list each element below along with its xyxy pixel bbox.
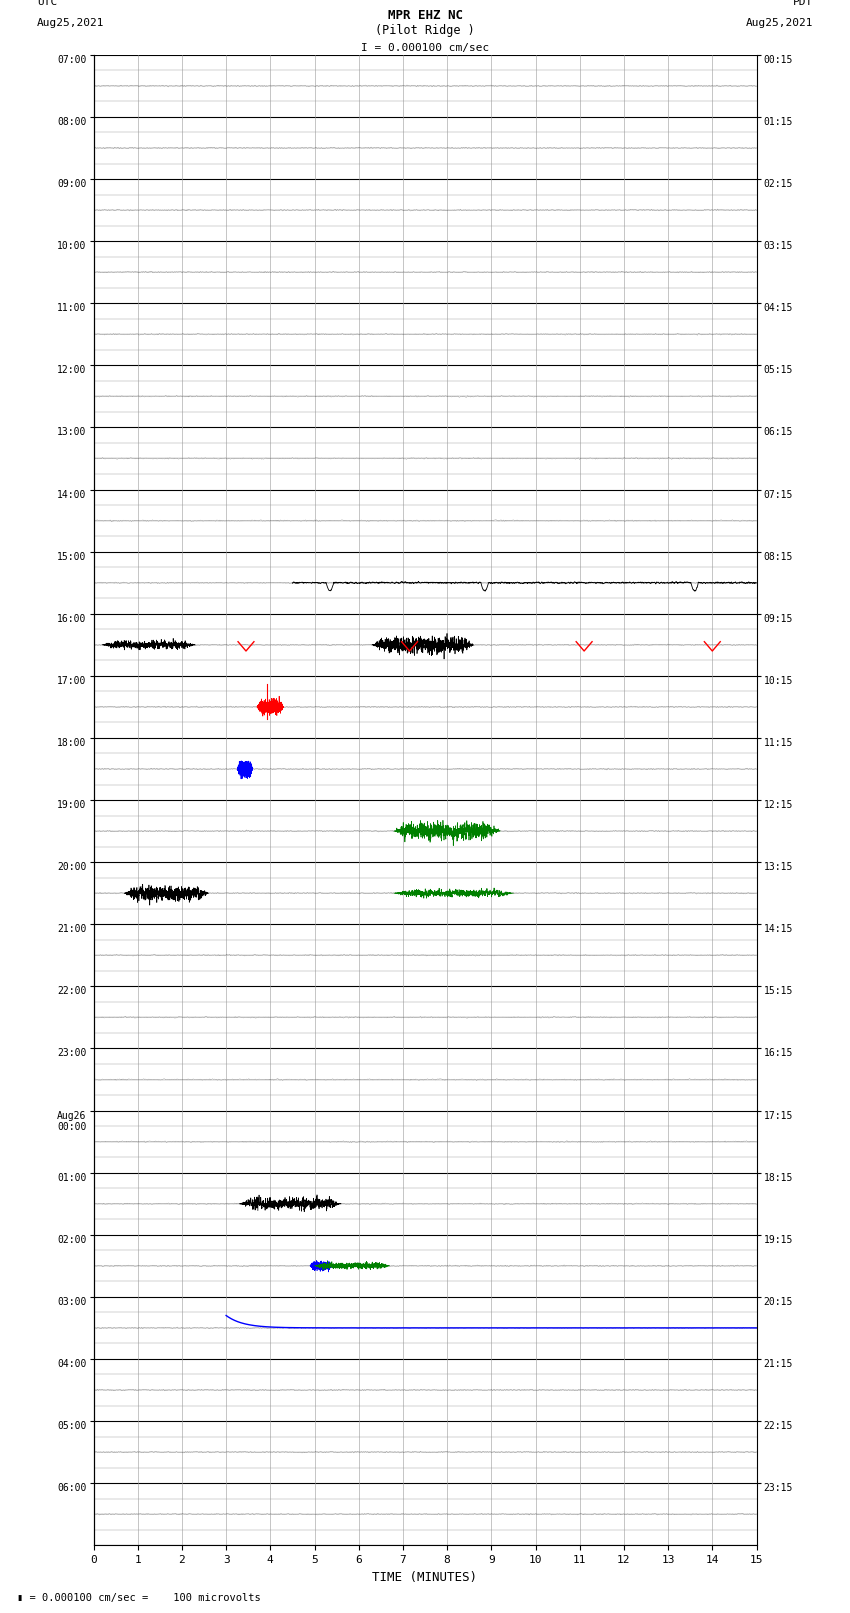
- Text: Aug25,2021: Aug25,2021: [745, 18, 813, 27]
- Text: ▮ = 0.000100 cm/sec =    100 microvolts: ▮ = 0.000100 cm/sec = 100 microvolts: [17, 1594, 261, 1603]
- Text: PDT: PDT: [792, 0, 813, 6]
- Text: Aug25,2021: Aug25,2021: [37, 18, 105, 27]
- Text: (Pilot Ridge ): (Pilot Ridge ): [375, 24, 475, 37]
- Text: MPR EHZ NC: MPR EHZ NC: [388, 10, 462, 23]
- X-axis label: TIME (MINUTES): TIME (MINUTES): [372, 1571, 478, 1584]
- Text: UTC: UTC: [37, 0, 58, 6]
- Text: I = 0.000100 cm/sec: I = 0.000100 cm/sec: [361, 44, 489, 53]
